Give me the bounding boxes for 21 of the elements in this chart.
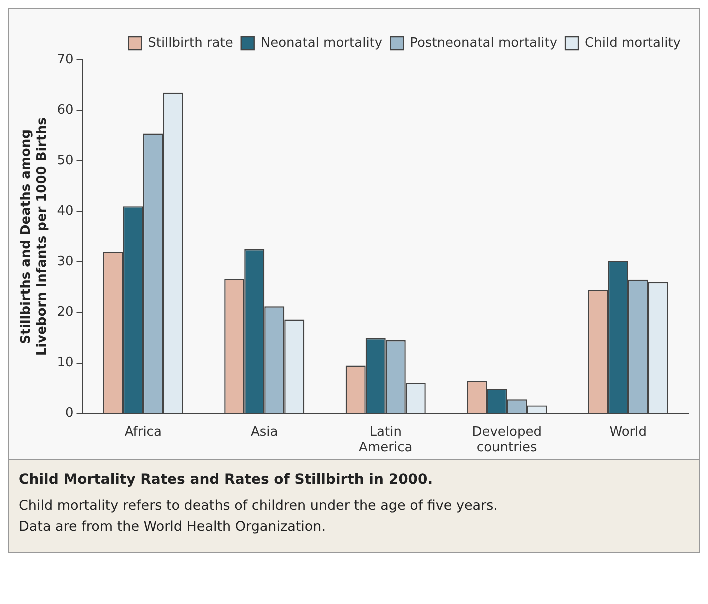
y-tick-label: 40 [57, 204, 74, 220]
y-tick-label: 10 [57, 356, 74, 371]
y-tick-label: 0 [65, 406, 74, 422]
y-tick-label: 30 [57, 254, 74, 270]
text: Child mortality refers to deaths of children under the age of five years. [19, 497, 499, 516]
y-axis-title: Stillbirths and Deaths among Liveborn Infants per 1000 Births [19, 117, 50, 356]
text: Data are from the World Health Organization. [19, 518, 327, 537]
y-tick-label: 50 [57, 153, 74, 168]
legend-label: Neonatal mortality [260, 36, 383, 51]
x-tick-label: Latin America [359, 424, 413, 456]
legend-label: Postneonatal mortality [410, 36, 558, 51]
legend-label: Stillbirth rate [148, 36, 234, 51]
y-tick-label: 70 [57, 52, 74, 68]
y-tick-label: 20 [57, 305, 74, 320]
legend-label: Child mortality [585, 36, 682, 51]
y-tick-label: 60 [57, 102, 74, 118]
text: Child Mortality Rates and Rates of Stillbirth in 2000. [19, 472, 434, 488]
x-tick-label: World [610, 424, 648, 440]
x-tick-label: Asia [250, 424, 278, 440]
x-tick-label: Developed countries [472, 424, 542, 456]
x-tick-label: Africa [124, 424, 162, 440]
